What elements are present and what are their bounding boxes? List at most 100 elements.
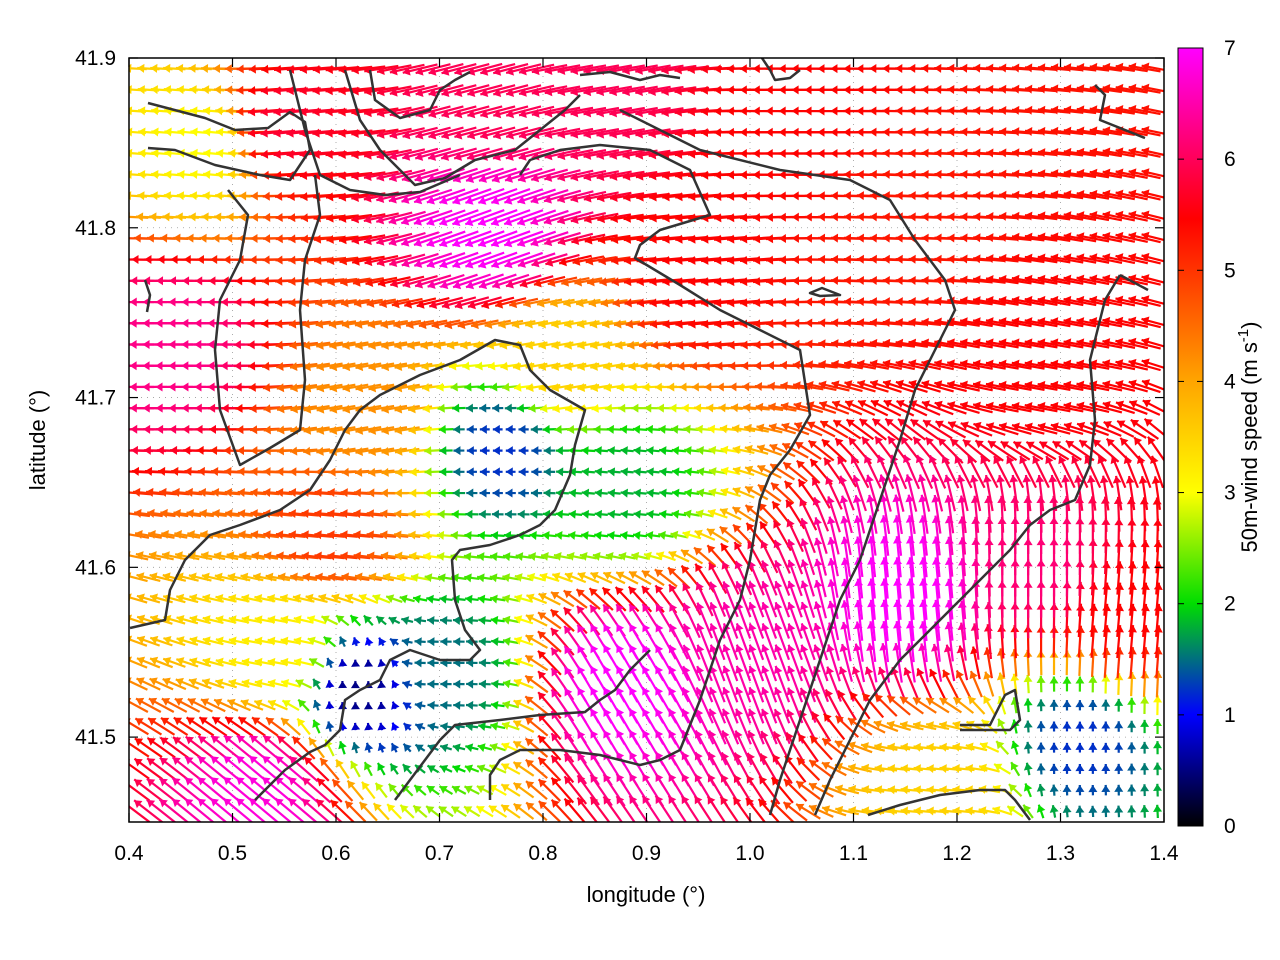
wind-vector <box>237 509 267 519</box>
wind-vector <box>437 403 455 413</box>
wind-vector <box>161 697 188 713</box>
wind-vector <box>401 637 413 647</box>
wind-vector <box>381 404 408 414</box>
wind-vector <box>463 552 480 562</box>
wind-vector <box>407 340 433 350</box>
wind-vector <box>280 678 301 688</box>
wind-vector <box>412 804 428 819</box>
colorbar-tick-label: 7 <box>1224 37 1236 60</box>
wind-vector <box>338 680 348 689</box>
wind-vector <box>350 702 360 710</box>
wind-vector <box>366 530 397 540</box>
wind-vector <box>280 657 301 667</box>
wind-vector <box>453 679 465 689</box>
wind-vector <box>210 755 243 783</box>
wind-vector <box>400 210 440 226</box>
wind-vector <box>394 362 420 372</box>
wind-vector <box>402 722 412 732</box>
wind-vector <box>361 781 376 800</box>
wind-vector <box>453 424 465 434</box>
wind-vector <box>267 678 288 688</box>
wind-vector <box>185 735 216 760</box>
wind-vector <box>175 677 200 690</box>
wind-vector <box>250 530 280 540</box>
wind-vector <box>413 188 453 205</box>
wind-vector <box>368 425 395 435</box>
wind-vector <box>465 403 478 413</box>
wind-vector <box>346 779 365 801</box>
wind-vector <box>301 776 332 804</box>
wind-vector <box>381 467 408 477</box>
wind-vector <box>407 362 433 371</box>
wind-vector <box>350 681 360 689</box>
wind-vector <box>200 698 226 713</box>
wind-vector <box>162 656 186 668</box>
wind-vector <box>344 593 367 604</box>
wind-vector <box>440 637 452 647</box>
wind-vector <box>147 717 176 736</box>
wind-vector <box>368 447 395 457</box>
wind-vector <box>267 699 288 711</box>
wind-vector <box>437 573 455 583</box>
wind-vector <box>293 636 314 646</box>
wind-vector <box>452 167 491 183</box>
wind-vector <box>466 467 477 477</box>
wind-vector <box>239 551 265 561</box>
wind-vector <box>160 508 189 518</box>
wind-vector <box>394 340 421 350</box>
colorbar-tick-label: 4 <box>1224 370 1236 393</box>
wind-vector <box>438 785 454 796</box>
wind-vector <box>327 277 358 287</box>
wind-vector <box>451 509 467 519</box>
wind-vector <box>424 467 442 477</box>
wind-vector <box>339 636 348 648</box>
wind-vector <box>413 209 453 226</box>
wind-vector <box>431 319 461 330</box>
wind-vector <box>135 551 162 561</box>
wind-vector <box>197 797 228 822</box>
wind-vector <box>353 298 383 308</box>
wind-vector <box>475 805 494 818</box>
x-tick-label: 0.7 <box>425 842 454 865</box>
wind-vector <box>454 296 490 310</box>
wind-vector <box>288 319 319 329</box>
wind-vector <box>372 594 391 604</box>
wind-vector <box>439 209 479 227</box>
wind-vector <box>388 210 426 225</box>
wind-vector <box>186 508 214 518</box>
colorbar-title-close: ) <box>1237 322 1262 329</box>
wind-vector <box>210 734 242 761</box>
wind-vector <box>149 572 174 582</box>
wind-vector <box>439 765 453 774</box>
wind-vector <box>342 425 369 435</box>
wind-vector <box>351 659 361 667</box>
wind-vector <box>212 509 240 518</box>
wind-vector <box>287 797 318 822</box>
wind-vector <box>319 757 340 781</box>
wind-vector <box>414 658 426 668</box>
y-axis-title: latitude (°) <box>25 390 50 491</box>
wind-vector <box>463 805 481 818</box>
wind-vector <box>308 657 325 668</box>
wind-vector <box>174 697 201 713</box>
wind-vector <box>344 800 367 822</box>
wind-vector <box>237 716 266 737</box>
wind-vector <box>374 782 388 799</box>
wind-vector <box>274 797 306 822</box>
wind-vector <box>414 723 426 732</box>
wind-vector <box>136 593 161 604</box>
wind-vector <box>197 735 229 761</box>
wind-vector <box>335 758 350 779</box>
wind-vector <box>351 722 361 731</box>
wind-vector <box>158 798 190 822</box>
wind-vector <box>174 530 201 539</box>
wind-vector <box>464 382 480 392</box>
wind-vector <box>331 778 354 802</box>
wind-vector <box>372 802 390 821</box>
wind-vector <box>394 530 421 540</box>
wind-vector <box>428 296 463 310</box>
wind-vector <box>414 168 452 183</box>
wind-vector <box>363 702 373 710</box>
wind-vector <box>414 616 427 625</box>
wind-vector <box>368 572 395 582</box>
